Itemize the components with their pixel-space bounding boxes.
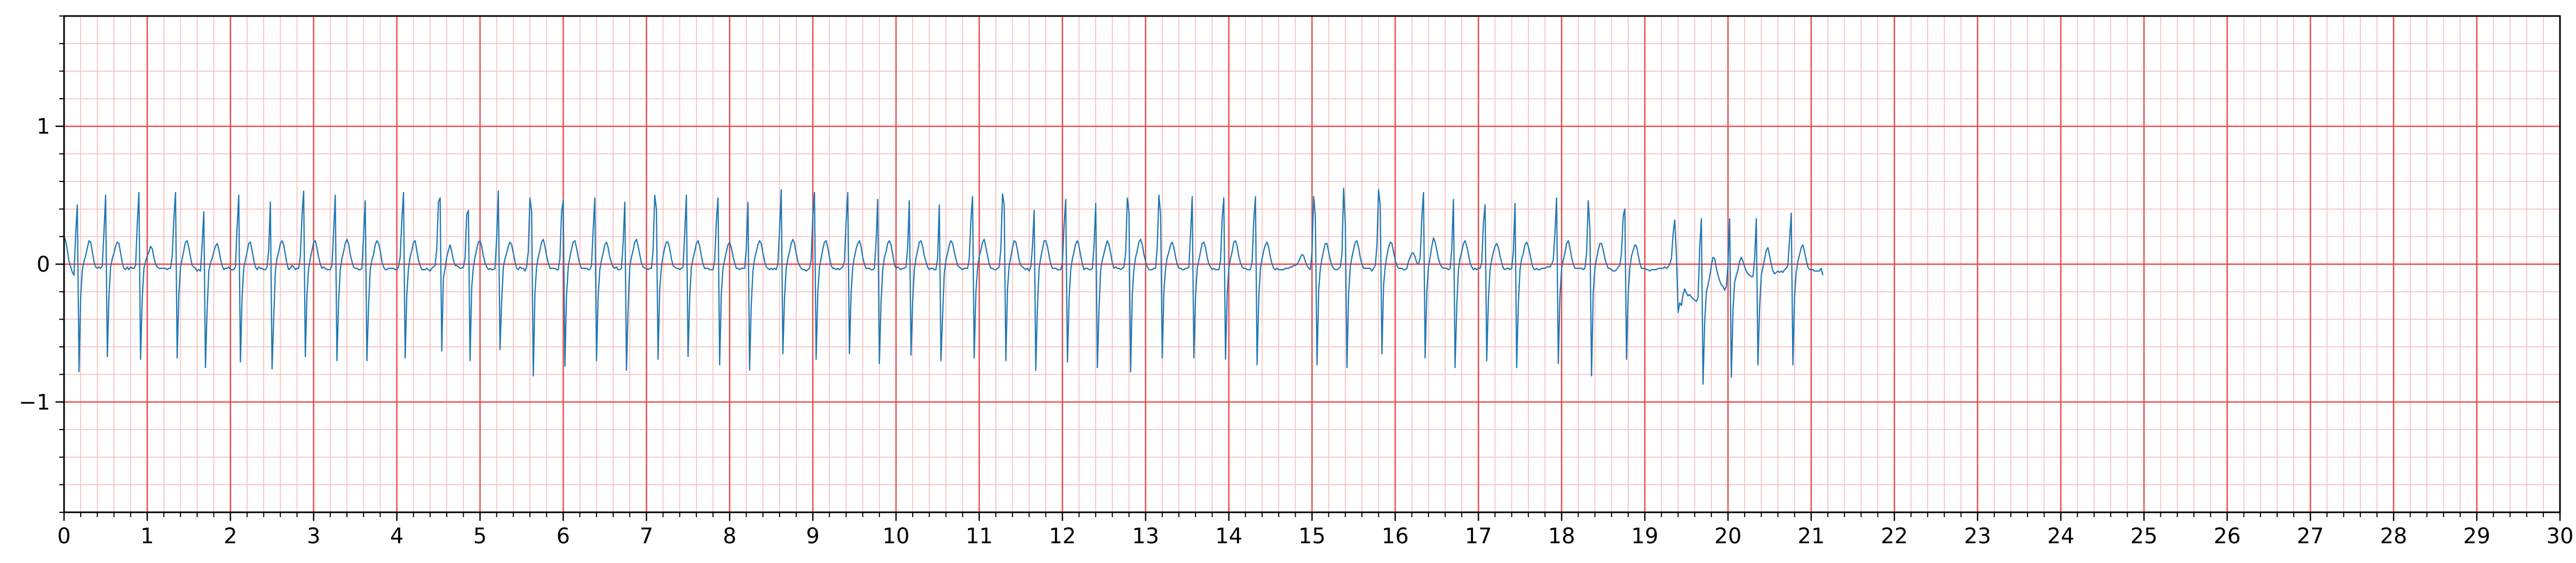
x-tick-label: 2	[224, 524, 237, 549]
x-tick-label: 3	[307, 524, 320, 549]
x-tick-label: 19	[1631, 524, 1659, 549]
x-tick-label: 30	[2547, 524, 2574, 549]
x-tick-labels: 0 1 2 3 4 5 6 7 8 9 10 11 12 13 14 15 16 17 18 19 20 21 22 23 24…	[57, 524, 2573, 549]
x-tick-label: 24	[2047, 524, 2074, 549]
x-tick-label: 18	[1548, 524, 1575, 549]
x-tick-label: 1	[140, 524, 154, 549]
ecg-trace	[63, 187, 1824, 385]
x-tick-label: 29	[2463, 524, 2491, 549]
y-tick-label: 1	[37, 115, 50, 139]
x-tick-label: 14	[1215, 524, 1242, 549]
x-tick-label: 10	[883, 524, 910, 549]
x-tick-label: 25	[2130, 524, 2158, 549]
x-tick-label: 4	[390, 524, 403, 549]
x-tick-label: 26	[2214, 524, 2241, 549]
x-tick-label: 0	[57, 524, 70, 549]
x-tick-label: 7	[640, 524, 653, 549]
x-tick-label: 28	[2380, 524, 2407, 549]
x-tick-label: 6	[557, 524, 570, 549]
y-tick-label: −1	[19, 390, 50, 415]
x-tick-label: 15	[1298, 524, 1326, 549]
x-tick-label: 16	[1382, 524, 1409, 549]
x-tick-label: 9	[806, 524, 819, 549]
x-tick-label: 8	[723, 524, 736, 549]
x-tick-label: 21	[1797, 524, 1825, 549]
x-tick-label: 12	[1049, 524, 1076, 549]
axis-ticks	[56, 15, 2561, 521]
y-tick-label: 0	[37, 252, 50, 277]
x-tick-label: 27	[2297, 524, 2324, 549]
x-tick-label: 23	[1964, 524, 1991, 549]
x-tick-label: 5	[473, 524, 487, 549]
x-tick-label: 22	[1881, 524, 1908, 549]
x-tick-label: 20	[1715, 524, 1742, 549]
x-tick-label: 13	[1132, 524, 1159, 549]
x-tick-label: 17	[1465, 524, 1492, 549]
y-tick-labels: 1 0 −1	[19, 115, 50, 415]
x-tick-label: 11	[965, 524, 993, 549]
